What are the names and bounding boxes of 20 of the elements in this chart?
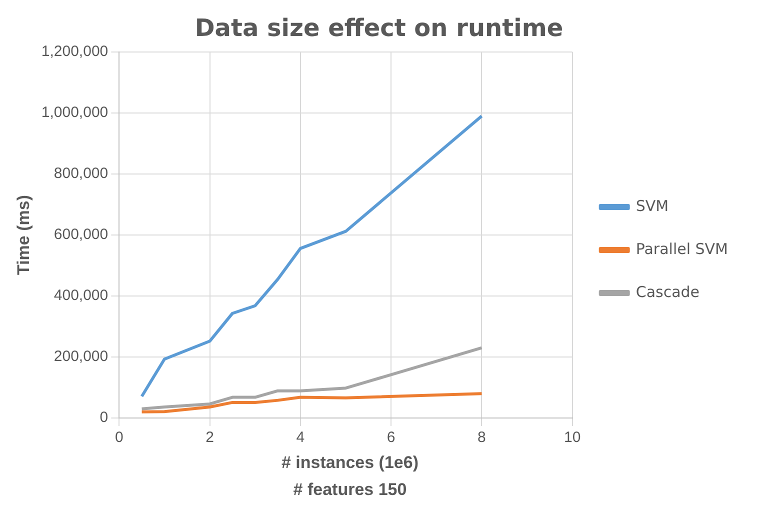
- x-tick-label: 0: [114, 429, 124, 446]
- x-tick-label: 4: [296, 429, 305, 446]
- x-axis-title: # instances (1e6): [280, 453, 420, 473]
- y-axis-title: Time (ms): [14, 195, 33, 275]
- x-tick-label: 8: [478, 429, 486, 446]
- y-tick-label: 0: [100, 409, 108, 426]
- x-tick-label: 2: [206, 429, 214, 446]
- y-tick-label: 800,000: [54, 165, 108, 182]
- x-tick-label: 6: [386, 429, 396, 446]
- y-tick-label: 600,000: [54, 226, 108, 244]
- y-tick-label: 200,000: [54, 348, 108, 366]
- legend-label: SVM: [636, 196, 669, 215]
- text: # features 150: [292, 480, 408, 500]
- y-tick-label: 400,000: [54, 287, 108, 304]
- y-tick-label: 1,000,000: [41, 104, 108, 122]
- y-tick-label: 1,200,000: [41, 43, 108, 60]
- legend-label: Parallel SVM: [636, 240, 728, 258]
- x-tick-label: 10: [564, 429, 581, 446]
- legend-label: Cascade: [636, 282, 700, 301]
- chart-title: Data size effect on runtime: [194, 14, 564, 42]
